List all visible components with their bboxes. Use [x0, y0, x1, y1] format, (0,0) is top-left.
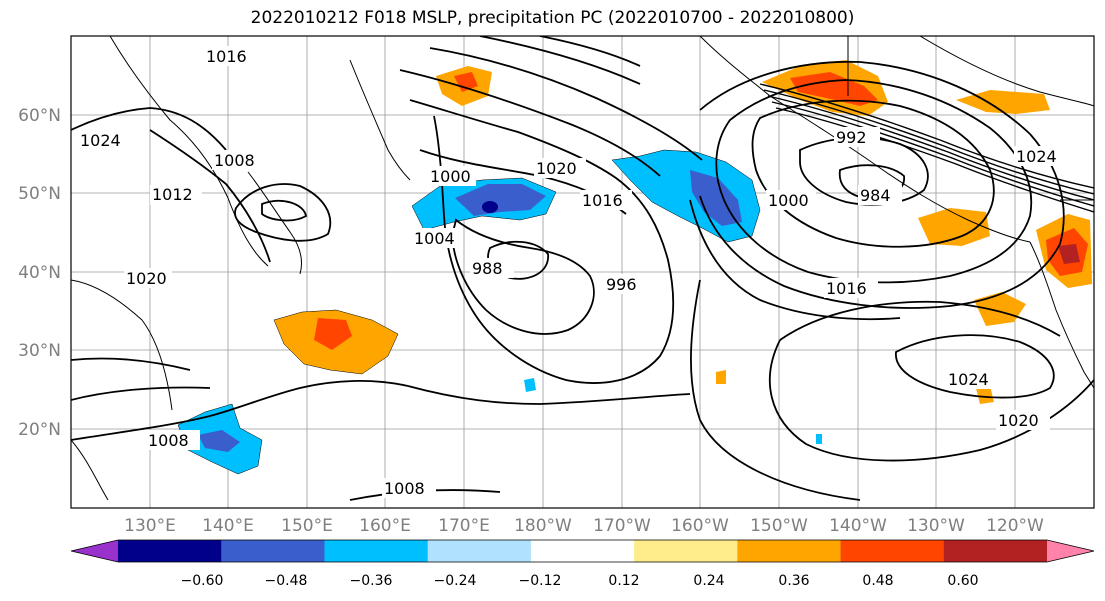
lon-tick-label: 120°W: [986, 516, 1044, 536]
lat-tick-label: 50°N: [18, 184, 61, 204]
isobar-label: 1020: [536, 159, 577, 178]
isobar-label: 988: [472, 259, 503, 278]
colorbar-segment: [530, 540, 635, 562]
precip-positive-regions: [273, 60, 1092, 404]
lat-tick-label: 40°N: [18, 263, 61, 283]
lon-tick-label: 180°W: [514, 516, 572, 536]
latitude-axis: 60°N 50°N 40°N 30°N 20°N: [18, 106, 61, 440]
lat-tick-label: 20°N: [18, 420, 61, 440]
isobar-labels: 1016 1024 1008 1012 1020 1000 1004 984 9…: [78, 46, 1066, 498]
map-frame: [70, 35, 1095, 509]
colorbar-segment: [634, 540, 738, 562]
map-title: 2022010212 F018 MSLP, precipitation PC (…: [250, 8, 855, 28]
colorbar-segment: [427, 540, 532, 562]
colorbar-tick-label: −0.24: [434, 573, 477, 589]
isobar-label: 996: [606, 275, 637, 294]
colorbar-outline: [70, 539, 1095, 563]
colorbar-tick-label: −0.36: [350, 573, 393, 589]
isobar-label: 1024: [948, 370, 989, 389]
precip-negative-regions: [177, 149, 822, 475]
colorbar-segment: [221, 540, 325, 562]
colorbar-segment: [840, 540, 945, 562]
isobar-label: 1004: [414, 229, 455, 248]
colorbar-tick-label: 0.24: [693, 573, 724, 589]
colorbar-tick-label: 0.60: [947, 573, 978, 589]
isobar-label: 1020: [126, 269, 167, 288]
colorbar-tick-label: 0.36: [778, 573, 809, 589]
lon-tick-label: 140°W: [829, 516, 887, 536]
colorbar-segment: [943, 540, 1048, 562]
colorbar-extend-high: [1047, 540, 1094, 562]
colorbar: [70, 539, 1095, 563]
colorbar-segment: [118, 540, 222, 562]
isobar-label: 1000: [430, 167, 471, 186]
isobar-label: 1024: [80, 131, 121, 150]
isobar-bundle: [759, 83, 1094, 213]
map-content: 1016 1024 1008 1012 1020 1000 1004 984 9…: [71, 36, 1094, 508]
isobar-label: 984: [860, 186, 891, 205]
colorbar-tick-label: −0.60: [181, 573, 224, 589]
isobar-label: 992: [836, 128, 867, 147]
lat-tick-label: 60°N: [18, 106, 61, 126]
isobar-label: 1008: [214, 151, 255, 170]
lat-tick-label: 30°N: [18, 341, 61, 361]
colorbar-tick-label: −0.48: [265, 573, 308, 589]
lon-tick-label: 130°W: [907, 516, 965, 536]
isobars: [71, 36, 1094, 501]
lon-tick-label: 150°W: [750, 516, 808, 536]
isobar-label: 1020: [998, 411, 1039, 430]
isobar-label: 1016: [582, 191, 623, 210]
isobar-label: 1016: [826, 279, 867, 298]
lon-tick-label: 160°E: [359, 516, 411, 536]
lon-tick-label: 130°E: [124, 516, 176, 536]
lon-tick-label: 170°E: [438, 516, 490, 536]
isobar-label: 1012: [152, 185, 193, 204]
lon-tick-label: 160°W: [671, 516, 729, 536]
isobar-label: 1024: [1016, 147, 1057, 166]
colorbar-segment: [737, 540, 842, 562]
colorbar-tick-labels: −0.60 −0.48 −0.36 −0.24 −0.12 0.12 0.24 …: [181, 573, 979, 589]
colorbar-extend-low: [71, 540, 118, 562]
colorbar-tick-label: 0.12: [608, 573, 639, 589]
colorbar-segment: [324, 540, 429, 562]
colorbar-tick-label: 0.48: [862, 573, 893, 589]
colorbar-tick-label: −0.12: [519, 573, 562, 589]
lon-tick-label: 150°E: [281, 516, 333, 536]
longitude-axis: 130°E 140°E 150°E 160°E 170°E 180°W 170°…: [124, 516, 1044, 536]
lon-tick-label: 170°W: [593, 516, 651, 536]
coastlines: [71, 36, 1094, 501]
isobar-label: 1008: [384, 479, 425, 498]
lon-tick-label: 140°E: [202, 516, 254, 536]
isobar-label: 1000: [768, 191, 809, 210]
isobar-label: 1008: [148, 431, 189, 450]
isobar-label: 1016: [206, 47, 247, 66]
